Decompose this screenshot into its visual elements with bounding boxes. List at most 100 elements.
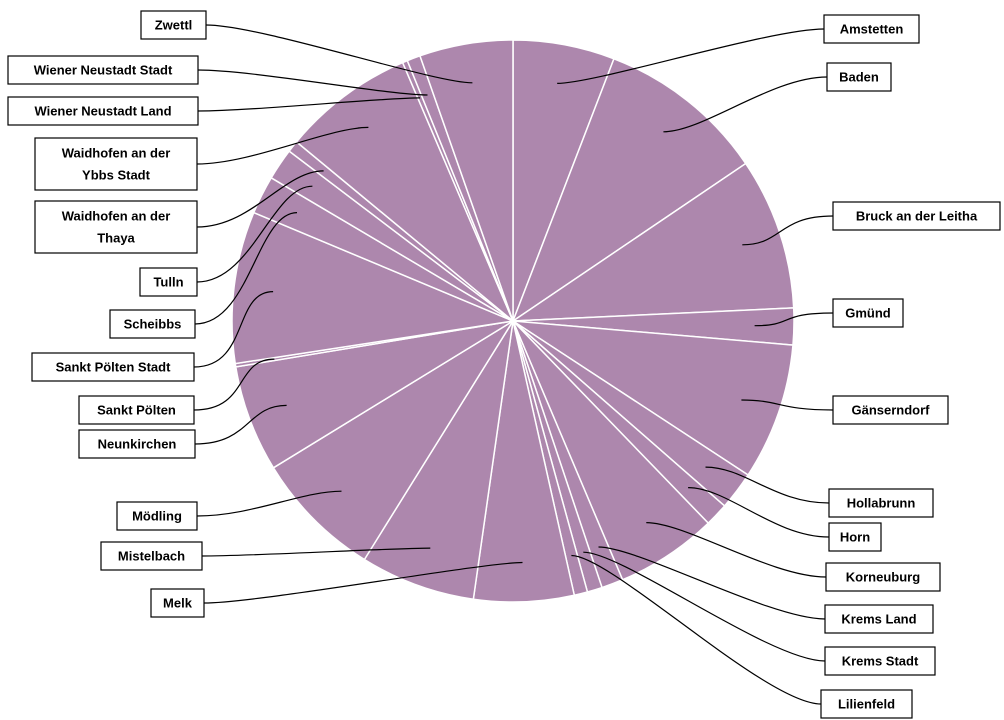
leader-line-scheibbs xyxy=(194,212,298,325)
label-text: Sankt Pölten xyxy=(97,403,176,418)
label-text: Mistelbach xyxy=(118,549,185,564)
label-box xyxy=(820,689,913,719)
leader-line-zwettl xyxy=(205,24,473,84)
slice-label-neunkirchen: Neunkirchen xyxy=(78,429,196,459)
label-box xyxy=(832,395,949,425)
label-box xyxy=(832,201,1001,231)
label-text: Scheibbs xyxy=(124,317,182,332)
label-box xyxy=(7,55,199,85)
label-text: Korneuburg xyxy=(846,570,920,585)
leader-line-krems-land xyxy=(598,546,826,620)
label-text: Hollabrunn xyxy=(847,496,916,511)
label-text: Lilienfeld xyxy=(838,697,895,712)
leader-line-wiener-neustadt-land xyxy=(197,97,421,112)
label-box xyxy=(109,309,196,339)
leader-line-hollabrunn xyxy=(705,466,830,504)
leader-line-tulln xyxy=(196,185,313,283)
pie-slice-modling xyxy=(272,320,514,561)
label-box xyxy=(31,352,195,382)
slice-label-ganserndorf: Gänserndorf xyxy=(832,395,949,425)
slice-labels: Amstetten Baden Bruck an der Leitha Gmünd Gä… xyxy=(7,10,1001,719)
leader-line-wiener-neustadt-stadt xyxy=(197,69,428,96)
slice-label-sankt-polten-stadt: Sankt Pölten Stadt xyxy=(31,352,195,382)
leader-line-korneuburg xyxy=(646,522,827,578)
slice-label-wiener-neustadt-land: Wiener Neustadt Land xyxy=(7,96,199,126)
slice-label-sankt-polten: Sankt Pölten xyxy=(78,395,195,425)
label-text: Horn xyxy=(840,530,870,545)
slice-label-krems-land: Krems Land xyxy=(824,604,934,634)
leader-line-baden xyxy=(663,76,828,133)
pie-slice-ganserndorf xyxy=(512,320,794,476)
slice-label-melk: Melk xyxy=(150,588,205,618)
slice-label-mistelbach: Mistelbach xyxy=(100,541,203,571)
slice-label-tulln: Tulln xyxy=(139,267,198,297)
leader-line-mistelbach xyxy=(201,547,431,557)
label-box xyxy=(826,62,892,92)
slice-label-horn: Horn xyxy=(828,522,882,552)
label-text: Waidhofen an der xyxy=(62,209,171,224)
pie-slice-baden xyxy=(511,57,747,323)
label-text: Gänserndorf xyxy=(851,403,930,418)
slice-label-amstetten: Amstetten xyxy=(823,14,920,44)
leader-line-waidhofen-an-der-thaya xyxy=(196,170,324,228)
label-text: Wiener Neustadt Stadt xyxy=(34,63,173,78)
pie-slice-mistelbach xyxy=(363,320,514,601)
slice-label-hollabrunn: Hollabrunn xyxy=(828,488,934,518)
label-box xyxy=(34,200,198,254)
label-box xyxy=(116,501,198,531)
label-text: Mödling xyxy=(132,509,182,524)
slice-label-lilienfeld: Lilienfeld xyxy=(820,689,913,719)
leader-line-horn xyxy=(688,487,830,538)
label-text: Ybbs Stadt xyxy=(82,168,151,183)
label-text: Waidhofen an der xyxy=(62,146,171,161)
leader-line-lilienfeld xyxy=(571,554,822,705)
label-text: Gmünd xyxy=(845,306,891,321)
label-text: Baden xyxy=(839,70,879,85)
label-text: Wiener Neustadt Land xyxy=(34,104,171,119)
pie-slice-sankt-polten-stadt xyxy=(231,211,516,365)
label-text: Thaya xyxy=(97,231,135,246)
slice-label-gmund: Gmünd xyxy=(832,298,904,328)
label-text: Zwettl xyxy=(155,18,193,33)
label-box xyxy=(825,562,941,592)
slice-label-krems-stadt: Krems Stadt xyxy=(824,646,936,676)
label-text: Neunkirchen xyxy=(98,437,177,452)
label-box xyxy=(823,14,920,44)
label-text: Melk xyxy=(163,596,193,611)
label-text: Sankt Pölten Stadt xyxy=(56,360,172,375)
label-box xyxy=(78,395,195,425)
label-text: Tulln xyxy=(153,275,183,290)
label-box xyxy=(150,588,205,618)
label-box xyxy=(100,541,203,571)
slice-label-bruck-an-der-leitha: Bruck an der Leitha xyxy=(832,201,1001,231)
leader-line-sankt-polten-stadt xyxy=(193,291,274,368)
leader-line-sankt-polten xyxy=(193,358,275,411)
leader-line-amstetten xyxy=(557,28,825,84)
label-box xyxy=(78,429,196,459)
label-box xyxy=(828,488,934,518)
label-text: Krems Stadt xyxy=(842,654,919,669)
label-box xyxy=(139,267,198,297)
label-box xyxy=(832,298,904,328)
pie-slice-zwettl xyxy=(419,39,514,322)
slice-label-waidhofen-an-der-ybbs-stadt: Waidhofen an der Ybbs Stadt xyxy=(34,137,198,191)
leader-line-melk xyxy=(203,561,523,604)
leader-line-bruck-an-der-leitha xyxy=(742,215,834,246)
label-box xyxy=(824,646,936,676)
label-text: Amstetten xyxy=(840,22,904,37)
leader-line-gmund xyxy=(754,312,834,327)
label-text: Bruck an der Leitha xyxy=(856,209,978,224)
leader-line-ganserndorf xyxy=(741,399,834,411)
label-box xyxy=(34,137,198,191)
label-box xyxy=(140,10,207,40)
leader-line-krems-stadt xyxy=(583,551,826,662)
slice-label-korneuburg: Korneuburg xyxy=(825,562,941,592)
slice-label-wiener-neustadt-stadt: Wiener Neustadt Stadt xyxy=(7,55,199,85)
slice-label-zwettl: Zwettl xyxy=(140,10,207,40)
slice-label-waidhofen-an-der-thaya: Waidhofen an der Thaya xyxy=(34,200,198,254)
label-box xyxy=(828,522,882,552)
leader-lines xyxy=(193,24,834,705)
leader-line-waidhofen-an-der-ybbs-stadt xyxy=(196,126,369,165)
leader-line-modling xyxy=(196,490,342,517)
